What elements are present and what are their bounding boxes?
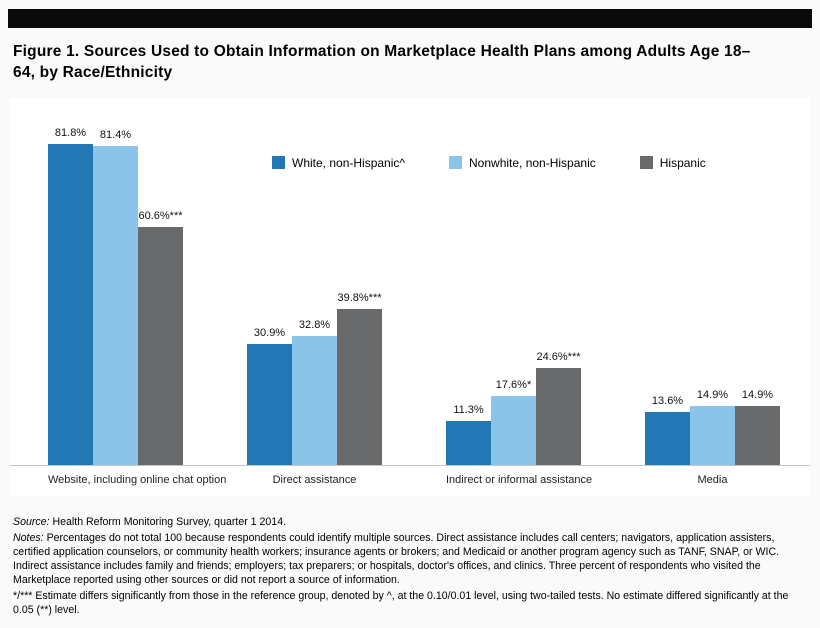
bar: 60.6%*** (138, 210, 183, 465)
legend-swatch-white-non-hispanic (272, 156, 285, 170)
bar-value-label: 60.6%*** (138, 210, 183, 223)
legend-label-hispanic: Hispanic (659, 155, 706, 170)
bar-value-label: 81.8% (54, 127, 87, 140)
bar-value-label: 24.6%*** (536, 351, 581, 364)
bar: 13.6% (645, 395, 690, 465)
bar-group: 11.3% 17.6%* 24.6%*** (446, 351, 581, 465)
bar-group: 13.6% 14.9% 14.9% (645, 389, 780, 465)
bar: 30.9% (247, 327, 292, 465)
x-axis-label: Direct assistance (272, 473, 357, 486)
chart-legend: White, non-Hispanic^ Nonwhite, non-Hispa… (272, 156, 706, 170)
bar-chart-plot: 81.8% 81.4% 60.6%*** 30.9% 32.8% 39.8%*** 11.3… (10, 121, 810, 466)
bar-value-label: 11.3% (453, 403, 484, 416)
bar: 11.3% (446, 404, 491, 465)
bar-value-label: 32.8% (298, 319, 331, 332)
bar: 32.8% (292, 319, 337, 465)
bar: 81.8% (48, 127, 93, 465)
x-axis-labels: Website, including online chat option Dir… (10, 466, 810, 496)
legend-item-nonwhite-non-hispanic: Nonwhite, non-Hispanic (449, 156, 596, 170)
legend-item-white-non-hispanic: White, non-Hispanic^ (272, 156, 405, 170)
footnotes: Source: Health Reform Monitoring Survey,… (13, 516, 804, 618)
x-axis-label: Indirect or informal assistance (446, 473, 593, 486)
x-axis-label: Media (697, 473, 728, 486)
figure-title: Figure 1. Sources Used to Obtain Informa… (13, 43, 751, 81)
legend-label-white-non-hispanic: White, non-Hispanic^ (292, 155, 406, 170)
bar-value-label: 17.6%* (495, 378, 532, 391)
bar-value-label: 13.6% (651, 394, 684, 407)
legend-item-hispanic: Hispanic (639, 155, 706, 170)
bar: 14.9% (690, 389, 735, 465)
notes-text: Percentages do not total 100 because res… (13, 531, 780, 586)
bar-group: 30.9% 32.8% 39.8%*** (247, 292, 382, 465)
source-text: Health Reform Monitoring Survey, quarter… (49, 515, 287, 528)
bar-group: 81.8% 81.4% 60.6%*** (48, 127, 183, 465)
bar-value-label: 14.9% (741, 389, 774, 402)
bar-value-label: 39.8%*** (337, 291, 382, 304)
notes-note: Notes: Percentages do not total 100 beca… (13, 532, 804, 588)
top-black-bar (8, 9, 812, 28)
bar: 81.4% (93, 129, 138, 465)
legend-swatch-hispanic (639, 156, 653, 170)
source-label: Source: (13, 515, 50, 528)
notes-label: Notes: (13, 531, 44, 544)
bar: 17.6%* (491, 379, 536, 465)
significance-note: */*** Estimate differs significantly fro… (13, 589, 789, 616)
bar-value-label: 81.4% (99, 128, 132, 141)
legend-label-nonwhite-non-hispanic: Nonwhite, non-Hispanic (469, 155, 596, 170)
bar-chart-panel: White, non-Hispanic^ Nonwhite, non-Hispa… (10, 97, 810, 496)
bar: 24.6%*** (536, 351, 581, 465)
bar-value-label: 14.9% (696, 389, 729, 402)
source-note: Source: Health Reform Monitoring Survey,… (13, 516, 804, 530)
bar-value-label: 30.9% (253, 326, 286, 339)
legend-swatch-nonwhite-non-hispanic (449, 156, 463, 170)
bar: 39.8%*** (337, 292, 382, 465)
x-axis-label: Website, including online chat option (48, 473, 227, 486)
bar: 14.9% (735, 389, 780, 465)
